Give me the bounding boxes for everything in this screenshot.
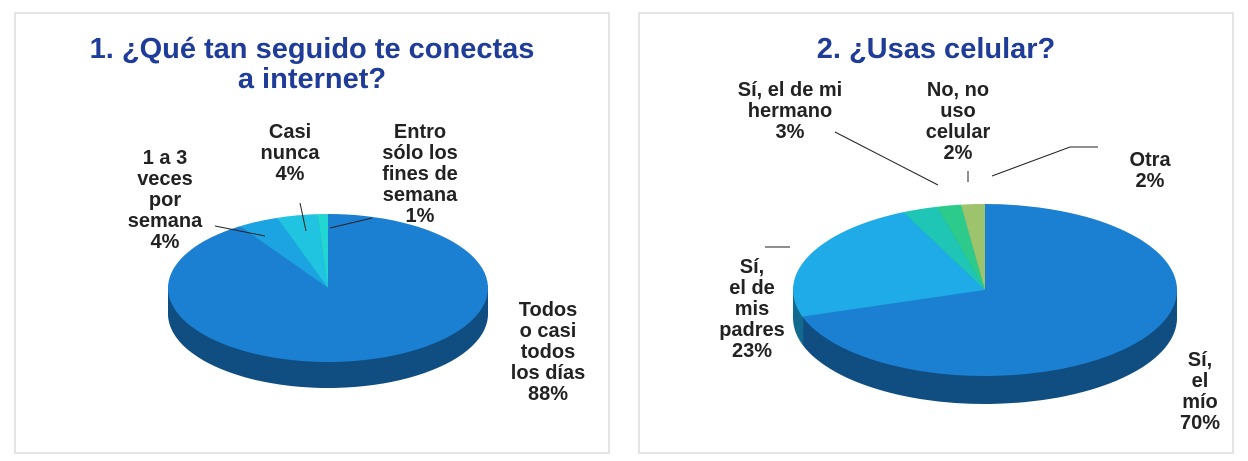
pie-slice [937, 204, 985, 290]
slice-label: Sí, el de mis padres 23% [719, 257, 785, 362]
value-label: 88% [527, 383, 569, 405]
leader-line [991, 146, 1098, 177]
pie-slice [903, 206, 985, 290]
category-label: Entro sólo los fines de semana [382, 121, 458, 206]
value-label: 4% [150, 231, 180, 253]
leader-line [299, 202, 307, 232]
category-label: Casi nunca [260, 121, 320, 164]
value-label: 70% [1179, 412, 1221, 434]
pie-slice [277, 214, 328, 288]
category-label: Sí, el de mis padres [719, 256, 785, 341]
chart-title: 2. ¿Usas celular? [816, 33, 1056, 65]
value-label: 2% [1135, 170, 1165, 192]
pie-slice [802, 204, 1177, 376]
category-label: 1 a 3 veces por semana [127, 147, 203, 232]
pie-slice [167, 214, 488, 362]
value-label: 3% [775, 121, 805, 143]
category-label: No, no uso celular [925, 79, 991, 143]
leader-line [834, 131, 939, 186]
category-label: Sí, el de mi hermano [737, 79, 843, 122]
value-label: 2% [943, 142, 973, 164]
slice-label: Otra 2% [1129, 150, 1170, 192]
pie-slice [960, 204, 985, 290]
slice-label: 1 a 3 veces por semana 4% [128, 148, 203, 253]
leader-line [214, 225, 266, 237]
chart-title: 1. ¿Qué tan seguido te conectas a intern… [89, 33, 535, 95]
slice-label: No, no uso celular 2% [926, 80, 990, 164]
value-label: 1% [405, 205, 435, 227]
pie-slice [317, 214, 328, 288]
slice-label: Sí, el mío 70% [1176, 350, 1224, 434]
category-label: Sí, el mío [1182, 349, 1218, 413]
category-label: Todos o casi todos los días [510, 299, 586, 384]
category-label: Otra [1129, 149, 1171, 171]
slice-label: Sí, el de mi hermano 3% [738, 80, 842, 143]
value-label: 23% [731, 340, 773, 362]
slice-label: Entro sólo los fines de semana 1% [382, 122, 458, 227]
pie-slice [793, 212, 985, 317]
value-label: 4% [275, 163, 305, 185]
slice-label: Casi nunca 4% [261, 122, 320, 185]
leader-line [329, 217, 373, 229]
slice-label: Todos o casi todos los días 88% [511, 300, 585, 405]
